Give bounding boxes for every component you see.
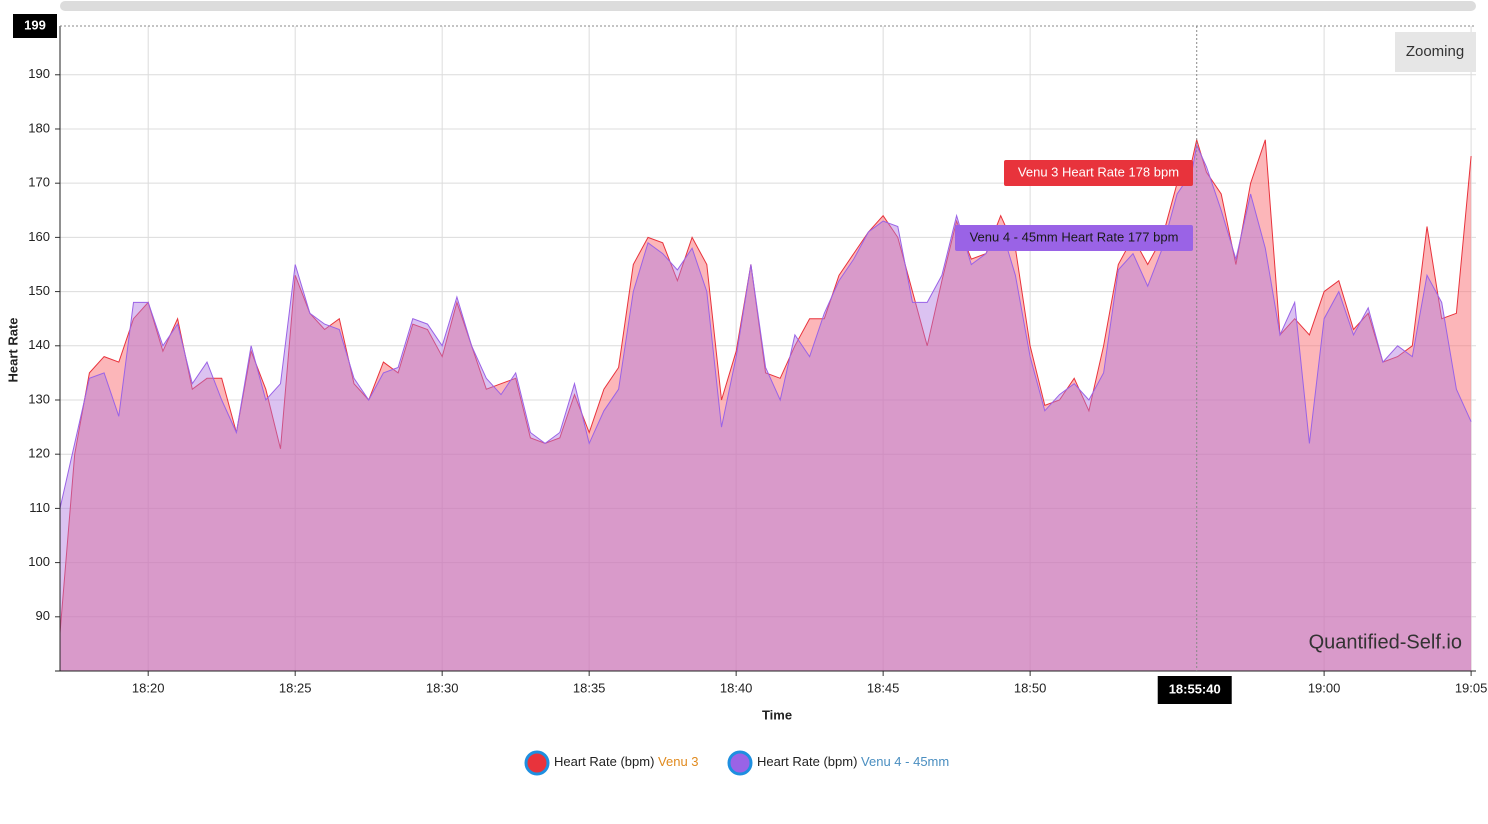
x-tick-label: 18:30 bbox=[426, 680, 459, 695]
line bbox=[59, 143, 1472, 509]
legend-entry: Heart Rate (bpm) Venu 3 bbox=[554, 754, 699, 769]
x-axis-label: Time bbox=[762, 707, 792, 722]
crosshair-x-box bbox=[1157, 676, 1232, 704]
y-tick-label: 160 bbox=[28, 229, 50, 244]
zoom-button[interactable] bbox=[1395, 32, 1476, 72]
tooltip-box bbox=[1004, 160, 1193, 186]
tooltip-box bbox=[955, 225, 1193, 251]
zoom-button-label: Zooming bbox=[1406, 43, 1464, 60]
y-tick-label: 150 bbox=[28, 283, 50, 298]
legend-entry: Heart Rate (bpm) Venu 4 - 45mm bbox=[757, 754, 949, 769]
x-tick-label: 18:35 bbox=[573, 680, 606, 695]
y-tick-label: 110 bbox=[29, 500, 50, 515]
y-tick-label: 90 bbox=[36, 608, 50, 623]
watermark: Quantified-Self.io bbox=[1309, 631, 1462, 653]
legend-device: Venu 3 bbox=[658, 754, 699, 769]
area bbox=[60, 145, 1472, 671]
y-tick-label: 140 bbox=[28, 337, 50, 352]
legend-name: Heart Rate (bpm) bbox=[554, 754, 654, 769]
x-tick-label: 18:25 bbox=[279, 680, 312, 695]
crosshair-y-box bbox=[13, 14, 57, 38]
legend-device: Venu 4 - 45mm bbox=[861, 754, 949, 769]
y-tick-label: 100 bbox=[28, 554, 50, 569]
crosshair-y-label: 199 bbox=[24, 17, 46, 32]
scrollbar[interactable] bbox=[60, 1, 1476, 11]
crosshair-x-label: 18:55:40 bbox=[1169, 681, 1221, 696]
tooltip-text: Venu 4 - 45mm Heart Rate 177 bpm bbox=[970, 229, 1179, 244]
y-tick-label: 130 bbox=[28, 391, 50, 406]
y-axis-label: Heart Rate bbox=[5, 317, 20, 382]
x-tick-label: 19:00 bbox=[1308, 680, 1341, 695]
legend-marker bbox=[727, 750, 753, 776]
y-tick-label: 180 bbox=[28, 120, 50, 135]
x-tick-label: 18:40 bbox=[720, 680, 753, 695]
x-tick-label: 19:05 bbox=[1455, 680, 1488, 695]
y-tick-label: 170 bbox=[28, 175, 50, 190]
x-tick-label: 18:50 bbox=[1014, 680, 1047, 695]
x-tick-label: 18:20 bbox=[132, 680, 165, 695]
legend-marker bbox=[524, 750, 550, 776]
tooltip-text: Venu 3 Heart Rate 178 bpm bbox=[1018, 164, 1179, 179]
line bbox=[59, 137, 1472, 634]
y-tick-label: 120 bbox=[28, 446, 50, 461]
y-tick-label: 190 bbox=[28, 66, 50, 81]
x-tick-label: 18:45 bbox=[867, 680, 900, 695]
legend-name: Heart Rate (bpm) bbox=[757, 754, 857, 769]
